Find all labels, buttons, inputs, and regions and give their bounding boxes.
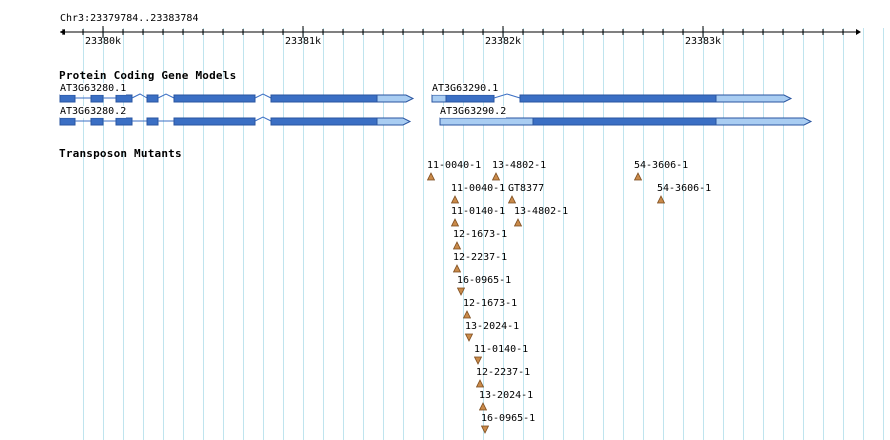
transposon-mutant[interactable]: GT8377: [508, 183, 568, 205]
transposon-mutant[interactable]: 54-3606-1: [657, 183, 717, 205]
triangle-down-icon: [457, 287, 465, 296]
transposon-mutant-label: 11-0140-1: [474, 344, 529, 355]
triangle-up-icon: [492, 172, 500, 181]
triangle-up-icon: [453, 241, 461, 250]
triangle-down-icon: [474, 356, 482, 365]
triangle-down-icon: [465, 333, 473, 342]
transposon-mutant[interactable]: 13-2024-1: [465, 321, 525, 343]
ruler-tick-label: 23381k: [284, 36, 322, 47]
transposon-mutant-label: GT8377: [508, 183, 545, 194]
transposon-mutant-label: 12-1673-1: [463, 298, 518, 309]
gene-model-at3g63290-2[interactable]: [439, 117, 813, 126]
transposon-mutant-label: 12-1673-1: [453, 229, 508, 240]
transposon-mutants-track-title: Transposon Mutants: [59, 147, 182, 160]
transposon-mutant[interactable]: 11-0040-1: [451, 183, 511, 205]
transposon-mutant[interactable]: 11-0140-1: [451, 206, 511, 228]
transposon-mutant-label: 54-3606-1: [657, 183, 712, 194]
transposon-mutant-label: 12-2237-1: [453, 252, 508, 263]
triangle-up-icon: [453, 264, 461, 273]
gene-model-at3g63290-1[interactable]: [431, 93, 793, 103]
transposon-mutant[interactable]: 12-2237-1: [453, 252, 513, 274]
transposon-mutant-label: 13-2024-1: [479, 390, 534, 401]
triangle-up-icon: [479, 402, 487, 411]
transposon-mutant-label: 16-0965-1: [457, 275, 512, 286]
transposon-mutant-label: 12-2237-1: [476, 367, 531, 378]
triangle-up-icon: [634, 172, 642, 181]
transposon-mutant[interactable]: 13-2024-1: [479, 390, 539, 412]
scroll-right-arrow-icon[interactable]: [856, 29, 861, 35]
transposon-mutant-label: 11-0040-1: [427, 160, 482, 171]
transposon-mutant-label: 11-0140-1: [451, 206, 506, 217]
transposon-mutant[interactable]: 12-2237-1: [476, 367, 536, 389]
transposon-mutant-label: 13-2024-1: [465, 321, 520, 332]
transposon-mutant-label: 13-4802-1: [514, 206, 569, 217]
triangle-up-icon: [451, 218, 459, 227]
gene-label[interactable]: AT3G63280.1: [60, 83, 127, 95]
ruler-tick-label: 23383k: [684, 36, 722, 47]
transposon-mutant[interactable]: 11-0040-1: [427, 160, 487, 182]
gene-model-at3g63280-2[interactable]: [59, 116, 412, 126]
transposon-mutant-label: 11-0040-1: [451, 183, 506, 194]
transposon-mutant-label: 54-3606-1: [634, 160, 689, 171]
triangle-up-icon: [508, 195, 516, 204]
gene-models-track-title: Protein Coding Gene Models: [59, 69, 237, 82]
triangle-up-icon: [514, 218, 522, 227]
gene-label[interactable]: AT3G63280.2: [60, 106, 127, 118]
transposon-mutant[interactable]: 12-1673-1: [453, 229, 513, 251]
triangle-up-icon: [463, 310, 471, 319]
location-label: Chr3:23379784..23383784: [60, 13, 199, 24]
transposon-mutant-label: 16-0965-1: [481, 413, 536, 424]
triangle-down-icon: [481, 425, 489, 434]
gene-label[interactable]: AT3G63290.1: [432, 83, 499, 95]
ruler-tick-label: 23382k: [484, 36, 522, 47]
gene-label[interactable]: AT3G63290.2: [440, 106, 507, 118]
transposon-mutant[interactable]: 11-0140-1: [474, 344, 534, 366]
transposon-mutant[interactable]: 12-1673-1: [463, 298, 523, 320]
transposon-mutant[interactable]: 16-0965-1: [481, 413, 541, 435]
gene-models-track: [59, 93, 813, 126]
coordinate-ruler[interactable]: [0, 0, 890, 52]
triangle-up-icon: [451, 195, 459, 204]
transposon-mutant[interactable]: 54-3606-1: [634, 160, 694, 182]
triangle-up-icon: [476, 379, 484, 388]
transposon-mutant[interactable]: 16-0965-1: [457, 275, 517, 297]
triangle-up-icon: [657, 195, 665, 204]
transposon-mutant[interactable]: 13-4802-1: [514, 206, 574, 228]
transposon-mutant-label: 13-4802-1: [492, 160, 547, 171]
triangle-up-icon: [427, 172, 435, 181]
gene-model-at3g63280-1[interactable]: [59, 93, 415, 103]
transposon-mutant[interactable]: 13-4802-1: [492, 160, 552, 182]
ruler-tick-label: 23380k: [84, 36, 122, 47]
